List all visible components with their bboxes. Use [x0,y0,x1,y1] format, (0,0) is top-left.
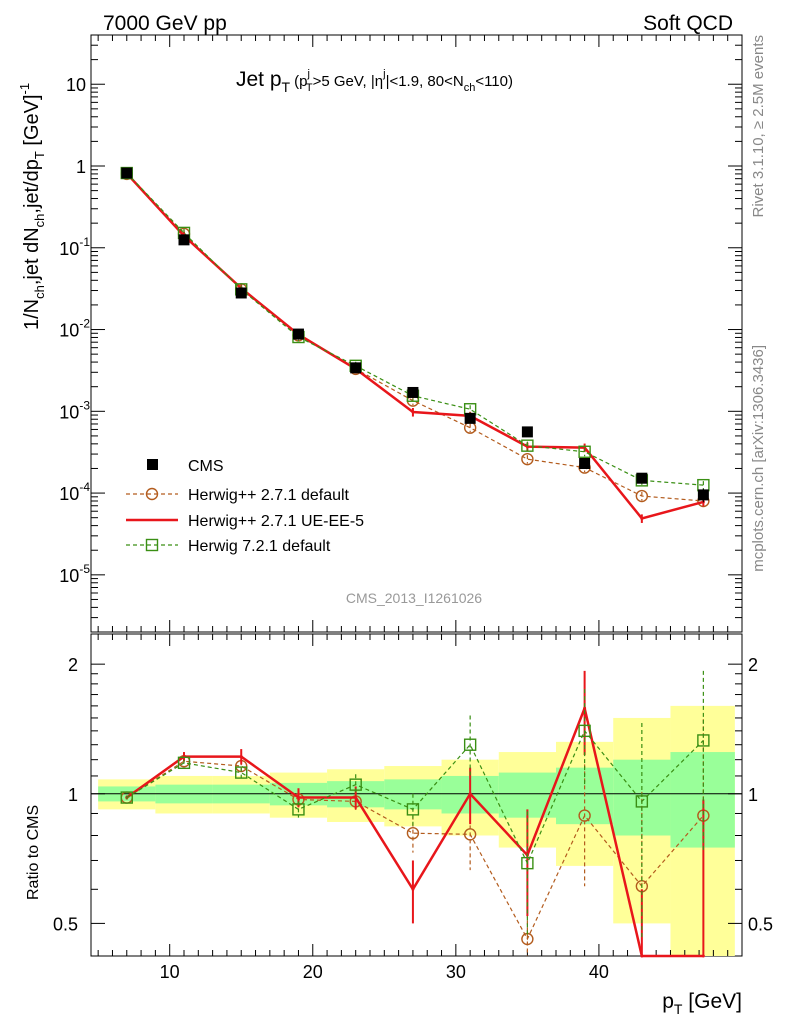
ratio-h271-line [126,760,704,941]
legend: CMS Herwig++ 2.7.1 default Herwig++ 2.7.… [126,458,364,555]
ratio-ueee5-point [239,755,243,759]
ratio-panel-series [120,670,710,958]
header-right: Soft QCD [643,12,733,35]
top-cms-point [350,362,362,374]
y-tick-label-top: 10-4 [59,480,90,504]
rivet-label: Rivet 3.1.10, ≥ 2.5M events [750,35,767,218]
ratio-uncertainty-bands [98,705,735,956]
chart-title: Jet pT (pj T>5 GeV, |ηj|<1.9, 80<Nch<110) [236,68,513,95]
y-tick-label-ratio-left: 2 [68,655,78,675]
y-axis-label-ratio: Ratio to CMS [25,805,42,900]
ratio-h271-point [463,828,477,841]
y-tick-label-top: 10-2 [59,317,90,341]
ratio-h721-point [521,856,534,870]
y-tick-label-top: 10-3 [59,398,90,422]
ratio-ueee5-point [411,887,415,891]
x-tick-label: 10 [160,962,180,982]
analysis-watermark: CMS_2013_I1261026 [346,590,482,606]
top-cms-point [521,426,533,438]
top-cms-point [292,328,304,340]
top-panel-series [120,166,710,523]
top-cms-point [235,287,247,299]
ratio-h721-point [235,766,248,779]
y-tick-label-top: 10-1 [59,235,90,259]
ratio-h721-point [578,724,591,738]
top-h271-point [521,452,534,466]
x-tick-label: 30 [446,962,466,982]
y-tick-label-ratio-left: 0.5 [53,914,78,934]
legend-cms-label: CMS [188,458,224,475]
ratio-h721-point [177,756,191,770]
header-left: 7000 GeV pp [103,12,227,35]
top-cms-point [579,457,591,469]
x-tick-label: 40 [589,962,609,982]
ratio-ueee5-point [583,706,587,710]
y-tick-label-ratio-left: 1 [68,785,78,805]
top-h721-point [521,439,534,452]
top-h271-point [635,489,649,503]
ratio-ueee5-point [354,796,358,800]
legend-h721-marker [145,538,159,552]
top-ueee5-point [640,516,644,520]
ratio-ueee5-point [296,796,300,800]
y-tick-label-ratio-right: 1 [748,785,758,805]
top-h271-line [126,173,704,502]
top-cms-point [178,234,190,246]
y-tick-label-ratio-right: 0.5 [748,914,773,934]
top-cms-point [407,386,419,398]
legend-h721-label: Herwig 7.2.1 default [188,538,331,555]
y-tick-label-top: 10-5 [59,562,90,586]
y-tick-label-top: 1 [76,157,86,177]
y-tick-label-ratio-right: 2 [748,655,758,675]
top-cms-point [697,489,709,501]
ratio-ueee5-point [701,954,705,958]
y-axis-label-top: 1/Nch,jet dNch,jet/dpT [GeV]-1 [17,83,47,330]
y-axis-ticks-top: 10-5 10-4 10-3 10-2 10-1 1 10 [59,34,742,633]
ratio-h721-point [349,778,362,791]
ratio-h721-point [406,803,420,816]
ratio-panel-frame [90,633,743,957]
top-h721-point [578,445,591,458]
ratio-h721-point [697,734,710,747]
legend-ueee5-label: Herwig++ 2.7.1 UE-EE-5 [188,513,364,530]
top-h721-line [126,172,704,486]
ratio-h271-point [578,809,591,822]
top-cms-point [121,167,133,179]
ratio-h721-point [120,791,133,804]
ratio-ueee5-point [640,954,644,958]
y-axis-ticks-ratio: 0.5 0.5 1 1 2 2 [53,655,773,934]
x-axis-ticks: 10 20 30 40 [97,35,729,982]
mcplots-label: mcplots.cern.ch [arXiv:1306.3436] [750,345,767,572]
x-axis-label: pT [GeV] [662,990,742,1017]
top-cms-point [636,472,648,484]
ratio-ueee5-point [468,792,472,796]
x-tick-label: 20 [303,962,323,982]
legend-h271-label: Herwig++ 2.7.1 default [188,487,350,504]
legend-h271-marker [145,487,159,501]
ratio-h271-point [406,826,420,840]
ratio-h721-point [635,795,649,808]
ratio-h721-point [292,803,305,816]
legend-cms-marker [147,459,158,470]
ratio-h721-point [463,738,477,751]
top-cms-point [464,412,476,424]
top-ueee5-point [411,410,415,414]
y-tick-label-top: 10 [66,75,86,95]
